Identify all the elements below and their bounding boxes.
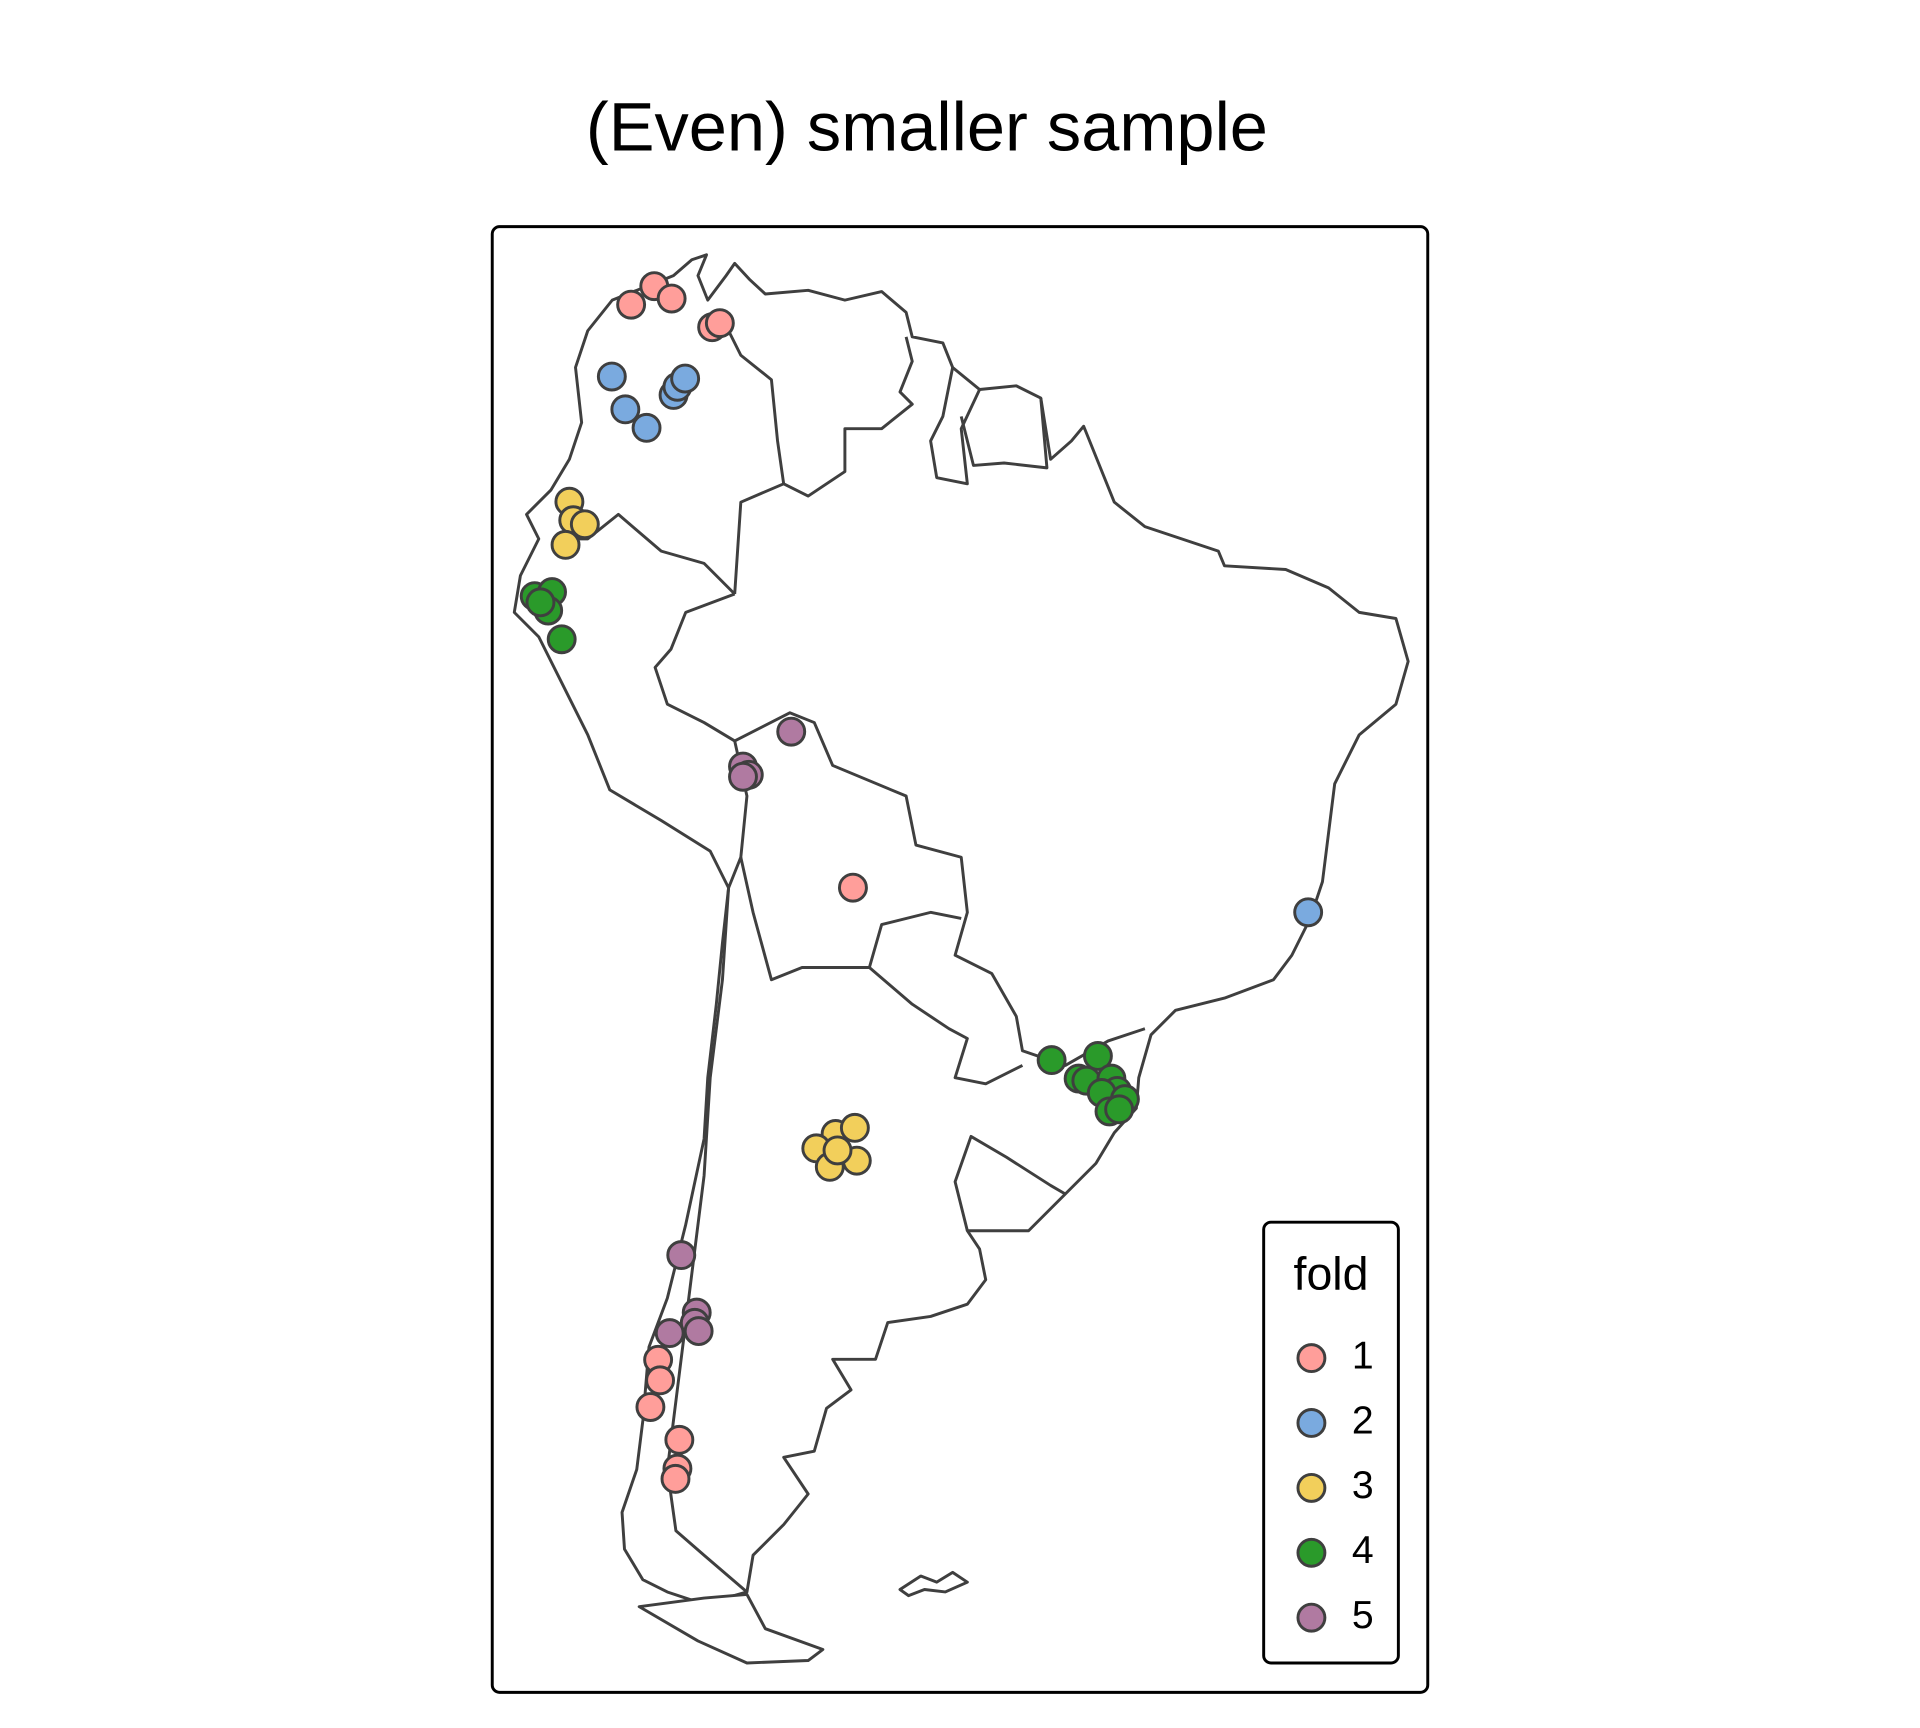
point [631,412,662,443]
point [616,289,647,320]
basemap [512,253,1410,1665]
point [596,361,627,392]
legend-swatch [1296,1408,1327,1438]
point [654,1318,685,1349]
point [525,587,556,618]
point [664,1424,695,1455]
point [1036,1045,1067,1076]
point [546,624,577,655]
point [728,761,758,792]
point [1082,1041,1113,1071]
legend-label: 3 [1352,1464,1374,1507]
legend-swatch [1296,1343,1327,1374]
tierra-del-fuego [637,1592,825,1665]
country-border [929,367,981,486]
falkland-islands [898,1570,969,1598]
legend-swatch [1296,1602,1327,1633]
point [838,872,868,903]
legend-label: 4 [1352,1529,1374,1572]
legend-label: 2 [1352,1399,1374,1442]
point [660,1463,691,1494]
point [666,1240,697,1271]
points [519,271,1324,1494]
legend-label: 1 [1352,1334,1374,1377]
point [656,283,687,314]
point [822,1135,853,1166]
legend-swatch [1296,1472,1327,1503]
country-border [953,1134,1067,1232]
point [645,1365,675,1396]
legend-swatch [1296,1537,1327,1568]
point [683,1316,714,1347]
legend: 1 2 3 4 5 [1296,1334,1374,1637]
point [1104,1094,1135,1125]
point [704,308,735,339]
point [1293,897,1324,928]
legend-label: 5 [1352,1594,1374,1637]
country-border [783,336,914,498]
point [610,394,641,425]
point [550,529,581,560]
country-border [739,856,962,982]
legend-title: fold [1294,1248,1369,1300]
point [569,509,600,540]
country-border [868,966,1024,1086]
chart-title: (Even) smaller sample [586,88,1268,165]
point [776,716,807,747]
point [635,1392,666,1422]
country-border [653,592,1146,1067]
country-border [959,397,1049,470]
point [839,1112,870,1143]
point [670,363,701,394]
country-border [721,317,786,595]
